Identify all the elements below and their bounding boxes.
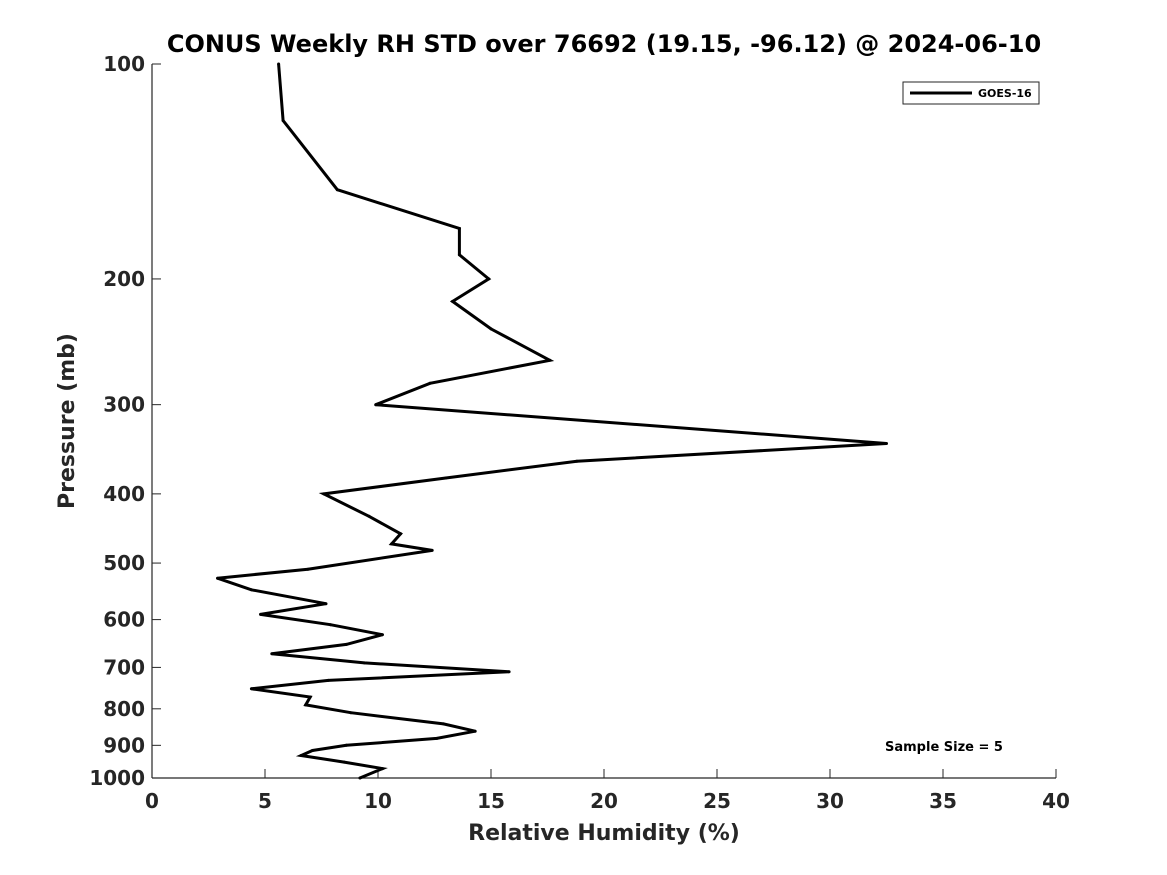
data-point <box>435 736 439 740</box>
x-tick-label: 35 <box>929 789 957 813</box>
data-point <box>381 767 384 771</box>
data-point <box>367 514 371 518</box>
data-point <box>381 633 384 637</box>
data-point <box>457 253 461 257</box>
y-axis-label: Pressure (mb) <box>55 333 80 509</box>
y-tick-label: 700 <box>103 655 145 679</box>
y-tick-label: 500 <box>103 551 145 575</box>
data-point <box>548 358 552 362</box>
data-point <box>428 381 432 385</box>
data-point <box>399 532 403 536</box>
x-tick-label: 0 <box>145 789 159 813</box>
legend-label: GOES-16 <box>978 87 1032 100</box>
data-point <box>507 670 511 674</box>
data-point <box>322 492 326 496</box>
y-tick-label: 800 <box>103 697 145 721</box>
y-tick-label: 1000 <box>89 766 145 790</box>
data-point <box>362 661 366 665</box>
data-point <box>304 703 308 707</box>
data-point <box>358 776 362 780</box>
data-point <box>324 602 328 606</box>
data-point <box>885 442 888 445</box>
data-point <box>281 119 285 122</box>
data-point <box>430 548 434 552</box>
data-point <box>342 760 346 764</box>
y-tick-label: 600 <box>103 608 145 632</box>
data-point <box>473 729 477 733</box>
data-point <box>390 542 394 546</box>
x-tick-label: 30 <box>816 789 844 813</box>
data-point <box>335 188 339 192</box>
y-tick-label: 200 <box>103 267 145 291</box>
series-line-0 <box>217 63 887 780</box>
data-point <box>311 749 314 752</box>
legend: GOES-16 <box>902 81 1040 105</box>
x-tick-label: 20 <box>590 789 618 813</box>
data-point <box>457 227 461 230</box>
data-point <box>249 588 253 592</box>
data-point <box>489 327 493 331</box>
sample-size-annotation: Sample Size = 5 <box>885 740 1003 755</box>
x-axis-label: Relative Humidity (%) <box>468 821 740 846</box>
data-point <box>344 743 348 747</box>
x-tick-label: 10 <box>364 789 392 813</box>
data-point <box>306 567 310 571</box>
data-point <box>299 754 303 757</box>
x-tick-label: 40 <box>1042 789 1070 813</box>
data-point <box>326 678 330 682</box>
data-point <box>259 612 262 616</box>
y-tick-label: 900 <box>103 733 145 757</box>
plot-axes: 0 5 10 15 20 25 30 35 40 100 200 300 400 500 600 700 800… <box>89 52 1070 813</box>
data-point <box>487 277 491 281</box>
plot-area <box>216 62 888 780</box>
chart-title: CONUS Weekly RH STD over 76692 (19.15, -… <box>167 30 1041 58</box>
data-point <box>329 623 332 627</box>
data-point <box>277 62 281 66</box>
data-point <box>444 476 448 480</box>
data-point <box>308 695 312 699</box>
data-point <box>344 642 348 646</box>
x-tick-label: 5 <box>258 789 272 813</box>
data-point <box>374 403 378 407</box>
y-tick-label: 300 <box>103 393 145 417</box>
x-tick-label: 15 <box>477 789 505 813</box>
x-tick-label: 25 <box>703 789 731 813</box>
data-point <box>249 687 253 691</box>
y-tick-label: 400 <box>103 482 145 506</box>
data-point <box>451 299 455 303</box>
y-tick-label: 100 <box>103 52 145 76</box>
data-point <box>442 722 445 726</box>
data-point <box>575 459 579 463</box>
data-point <box>270 652 274 656</box>
data-point <box>349 711 353 715</box>
data-point <box>216 576 219 580</box>
